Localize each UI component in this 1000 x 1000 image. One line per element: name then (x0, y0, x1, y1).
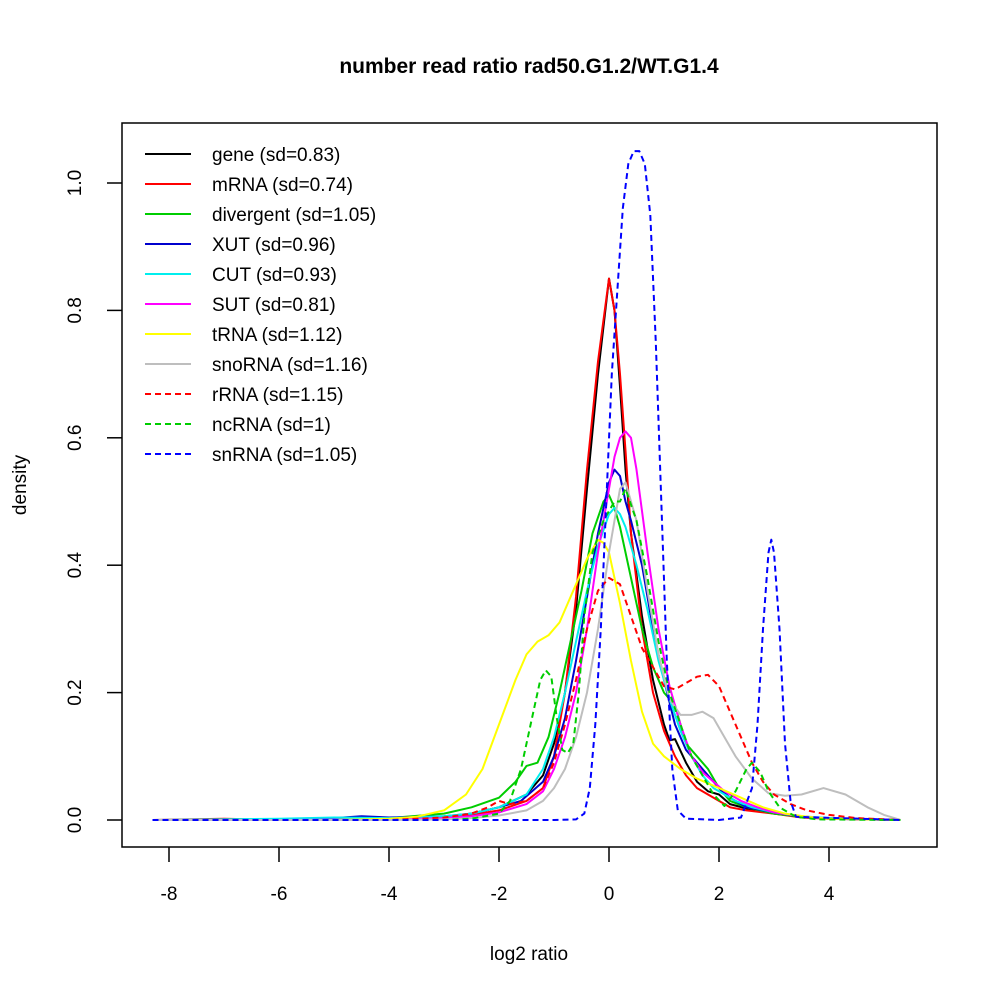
legend-label: ncRNA (sd=1) (212, 415, 331, 436)
legend-label: SUT (sd=0.81) (212, 295, 336, 316)
plot-frame (121, 122, 938, 848)
legend-label: rRNA (sd=1.15) (212, 385, 343, 406)
legend-label: divergent (sd=1.05) (212, 205, 376, 226)
x-tick-label: -2 (491, 884, 508, 905)
y-tick-label: 1.0 (65, 170, 86, 196)
x-axis: -8 -6 -4 -2 0 2 4 (161, 847, 835, 905)
chart-title: number read ratio rad50.G1.2/WT.G1.4 (339, 55, 719, 78)
series-line-snorna (152, 481, 901, 821)
legend-label: tRNA (sd=1.12) (212, 325, 342, 346)
legend-label: snRNA (sd=1.05) (212, 445, 357, 466)
y-tick-label: 0.4 (65, 552, 86, 579)
x-tick-label: 0 (604, 884, 615, 905)
x-axis-label: log2 ratio (490, 944, 568, 965)
legend: gene (sd=0.83) mRNA (sd=0.74) divergent (s… (145, 145, 376, 466)
y-tick-label: 0.8 (65, 297, 86, 323)
x-tick-label: -8 (161, 884, 178, 905)
y-tick-label: 0.6 (65, 425, 86, 451)
series-line-trna (152, 538, 901, 821)
x-tick-label: -6 (271, 884, 288, 905)
x-tick-label: 4 (824, 884, 835, 905)
series-line-cut (152, 506, 901, 821)
y-axis: 0.0 0.2 0.4 0.6 0.8 1.0 (65, 170, 122, 833)
x-tick-label: 2 (714, 884, 725, 905)
y-axis-label: density (10, 454, 31, 515)
legend-label: XUT (sd=0.96) (212, 235, 336, 256)
series-line-sut (152, 430, 901, 821)
x-tick-label: -4 (381, 884, 398, 905)
series-line-ncrna (152, 487, 901, 821)
y-tick-label: 0.0 (65, 807, 86, 833)
legend-label: snoRNA (sd=1.16) (212, 355, 368, 376)
series-layer (152, 150, 901, 821)
legend-label: mRNA (sd=0.74) (212, 175, 353, 196)
y-tick-label: 0.2 (65, 679, 86, 705)
legend-label: CUT (sd=0.93) (212, 265, 337, 286)
legend-label: gene (sd=0.83) (212, 145, 340, 166)
